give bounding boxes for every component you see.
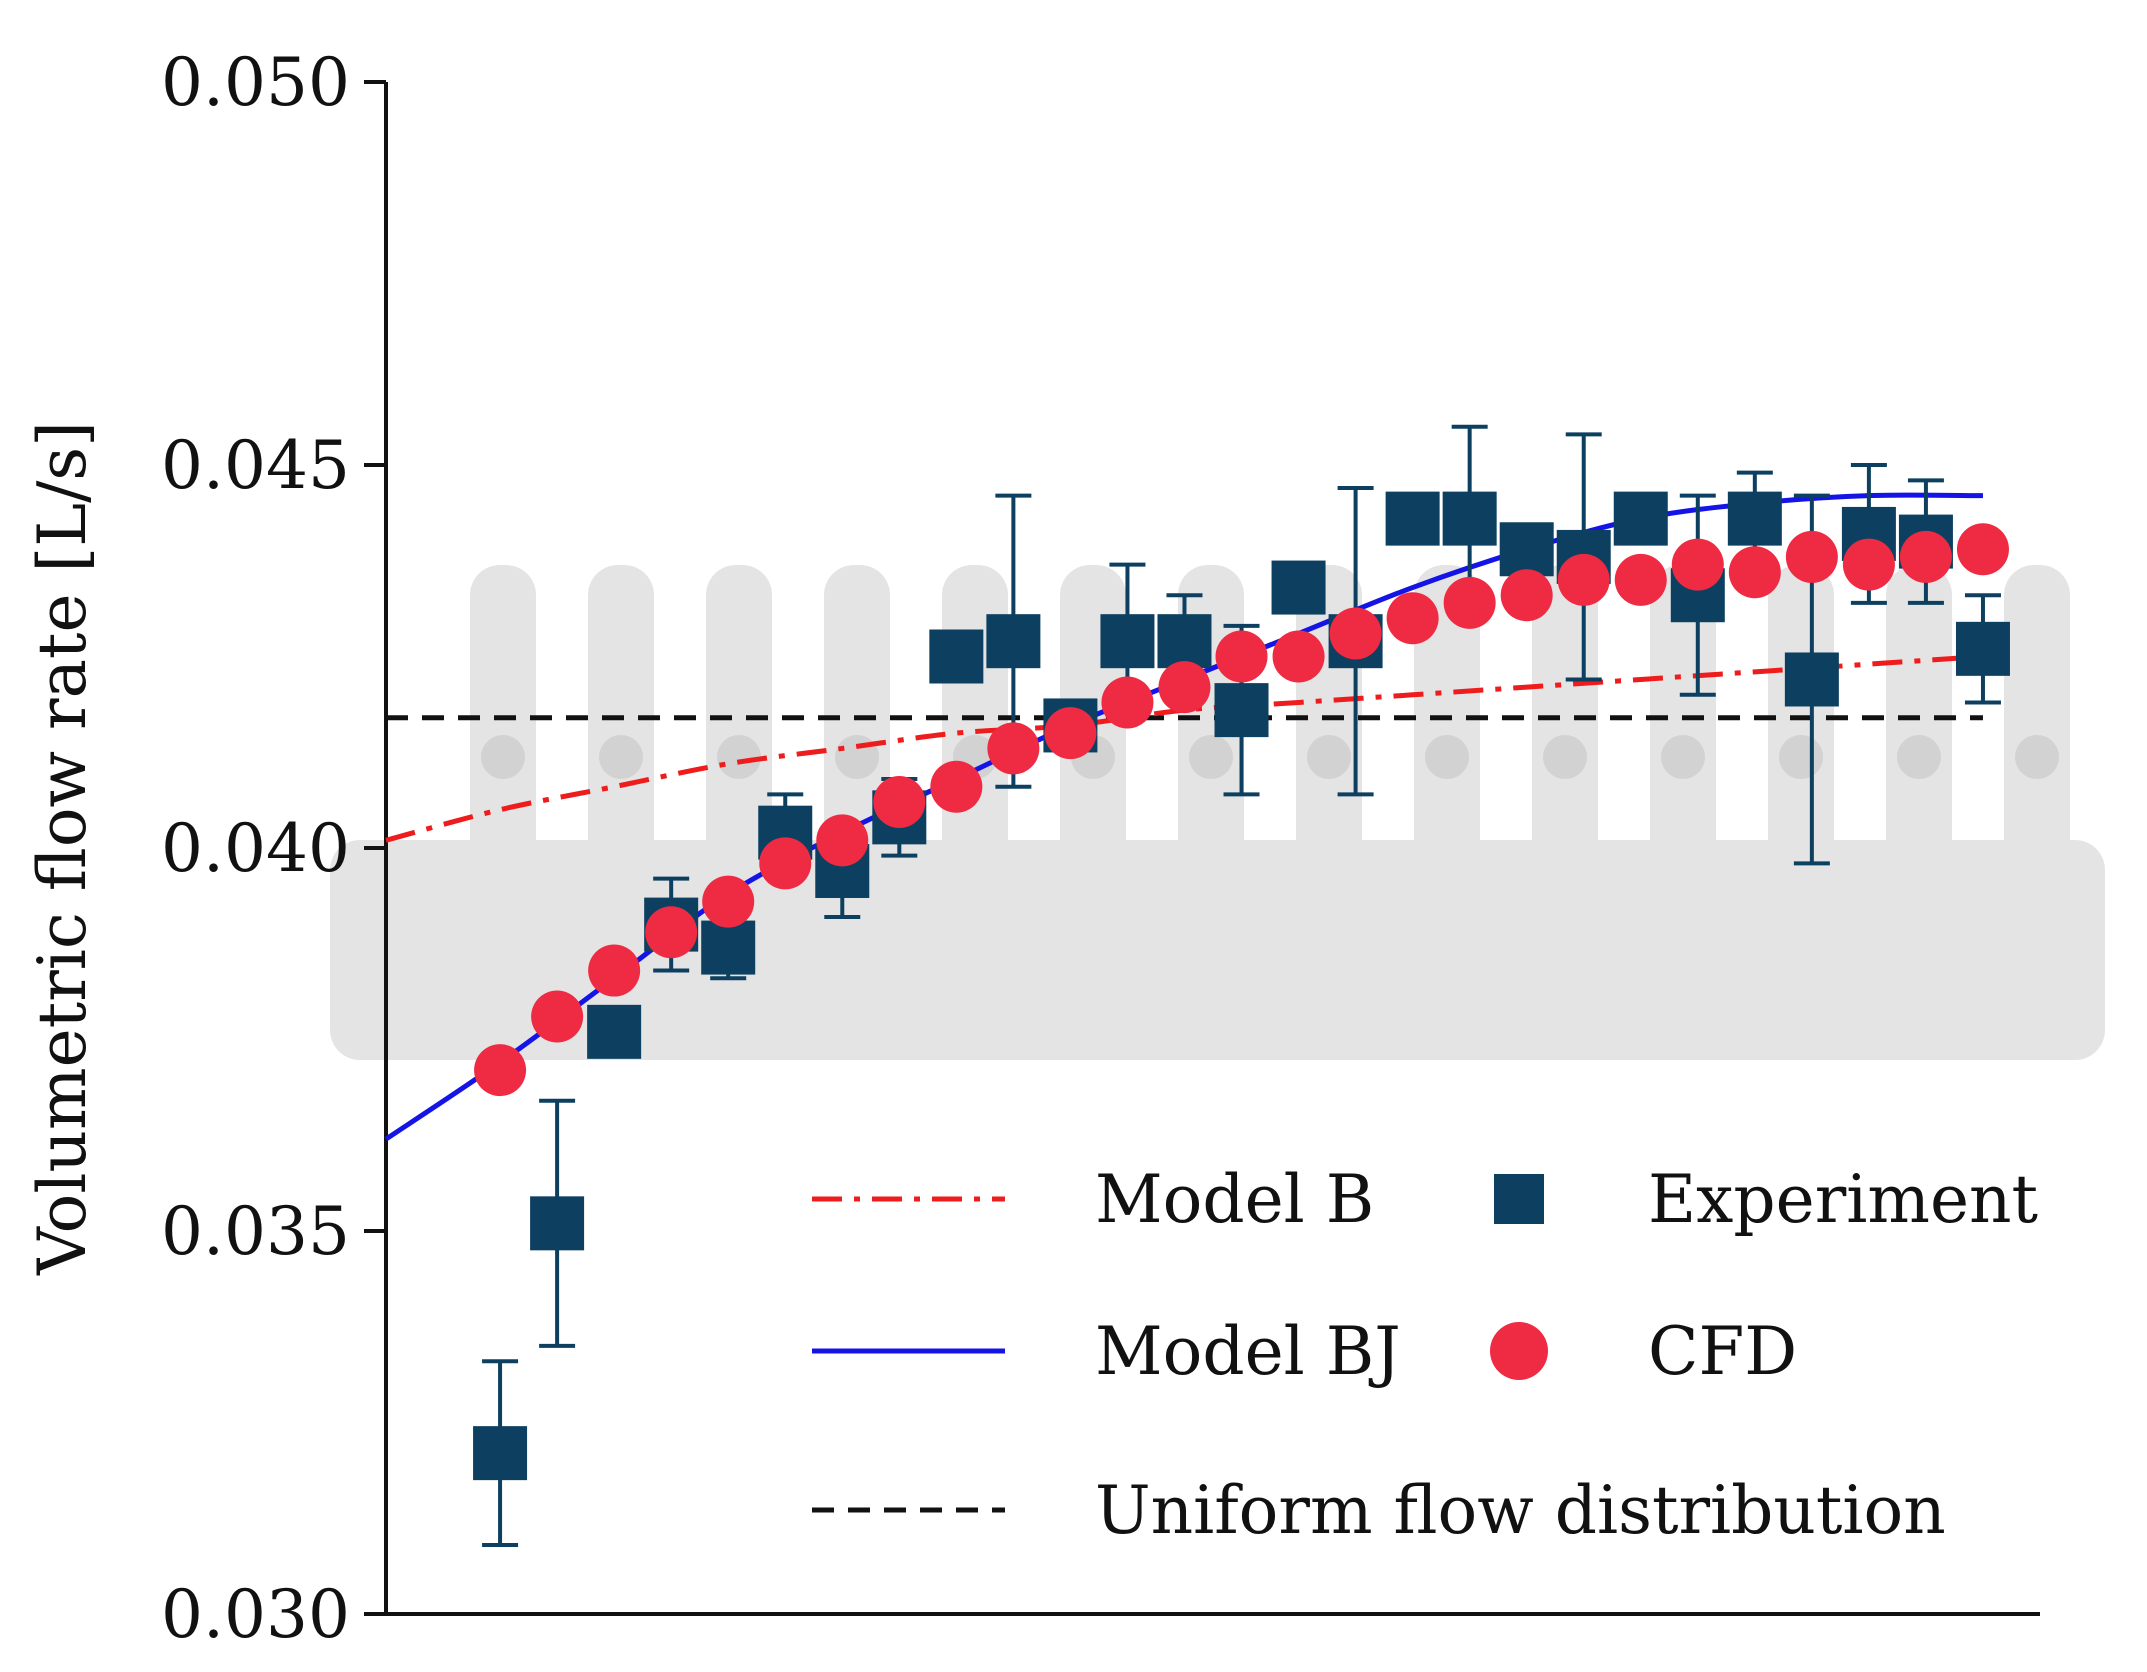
cfd-point <box>930 760 983 813</box>
y-tick-label: 0.045 <box>161 427 350 504</box>
manifold-channel <box>2004 565 2070 895</box>
series-model-b <box>385 654 1984 843</box>
cfd-point <box>1386 592 1439 645</box>
experiment-point <box>1955 621 2010 676</box>
manifold-channel <box>1768 565 1834 895</box>
manifold-channel <box>1532 565 1598 895</box>
experiment-point <box>929 629 984 684</box>
manifold-hole <box>717 735 761 779</box>
y-tick-label: 0.030 <box>161 1576 350 1653</box>
cfd-point <box>1614 553 1667 606</box>
cfd-point <box>1557 553 1610 606</box>
experiment-point <box>1214 683 1269 738</box>
cfd-point <box>702 875 755 928</box>
experiment-point <box>1385 491 1440 546</box>
cfd-point <box>1215 630 1268 683</box>
cfd-point <box>1956 523 2009 576</box>
manifold-hole <box>1779 735 1823 779</box>
experiment-point <box>1442 491 1497 546</box>
y-tick-label: 0.035 <box>161 1193 350 1270</box>
cfd-point <box>1329 607 1382 660</box>
experiment-point <box>1727 491 1782 546</box>
cfd-point <box>1899 530 1952 583</box>
manifold-channel <box>588 565 654 895</box>
y-axis-title: Volumetric flow rate [L/s] <box>24 421 101 1276</box>
experiment-point <box>1271 560 1326 615</box>
legend-cfd-label: CFD <box>1648 1313 1797 1390</box>
experiment-point <box>986 614 1041 669</box>
manifold-header <box>330 840 2105 1060</box>
cfd-point <box>987 722 1040 775</box>
cfd-point <box>1158 661 1211 714</box>
manifold-channel <box>1414 565 1480 895</box>
cfd-point <box>1500 569 1553 622</box>
experiment-point <box>1499 522 1554 577</box>
cfd-point <box>474 1044 527 1097</box>
manifold-hole <box>1425 735 1469 779</box>
manifold-hole <box>1897 735 1941 779</box>
y-tick-label: 0.050 <box>161 44 350 121</box>
cfd-point <box>816 814 869 867</box>
cfd-point <box>1671 538 1724 591</box>
cfd-point <box>1842 538 1895 591</box>
legend-uniform-label: Uniform flow distribution <box>1095 1472 1946 1549</box>
experiment-point <box>530 1196 585 1251</box>
cfd-point <box>759 837 812 890</box>
manifold-hole <box>1307 735 1351 779</box>
manifold-channel <box>706 565 772 895</box>
experiment-point <box>1613 491 1668 546</box>
legend: Model B Model BJ Uniform flow distributi… <box>812 1161 2038 1549</box>
experiment-point <box>1100 614 1155 669</box>
cfd-point <box>588 944 641 997</box>
experiment-point <box>1784 652 1839 707</box>
legend-model-bj-label: Model BJ <box>1095 1313 1401 1390</box>
series-cfd <box>474 523 2009 1097</box>
cfd-point <box>645 906 698 959</box>
legend-experiment-marker <box>1494 1174 1544 1224</box>
manifold-hole <box>1189 735 1233 779</box>
manifold-hole <box>599 735 643 779</box>
y-tick-label: 0.040 <box>161 810 350 887</box>
cfd-point <box>1044 707 1097 760</box>
experiment-point <box>701 920 756 975</box>
cfd-point <box>531 990 584 1043</box>
experiment-point <box>473 1426 528 1481</box>
cfd-point <box>1785 530 1838 583</box>
manifold-hole <box>481 735 525 779</box>
manifold-channel <box>1886 565 1952 895</box>
y-ticks: 0.030 0.035 0.040 0.045 0.050 <box>161 44 386 1653</box>
cfd-point <box>1443 576 1496 629</box>
experiment-point <box>1157 614 1212 669</box>
manifold-hole <box>1661 735 1705 779</box>
legend-model-b-label: Model B <box>1095 1161 1374 1238</box>
cfd-point <box>1272 630 1325 683</box>
manifold-hole <box>2015 735 2059 779</box>
model-b-line <box>385 654 1984 843</box>
experiment-point <box>587 1004 642 1059</box>
manifold-hole <box>1543 735 1587 779</box>
manifold-hole <box>835 735 879 779</box>
legend-cfd-marker <box>1490 1322 1548 1380</box>
cfd-point <box>1101 676 1154 729</box>
manifold-channel <box>470 565 536 895</box>
cfd-point <box>1728 546 1781 599</box>
cfd-point <box>873 776 926 829</box>
legend-experiment-label: Experiment <box>1648 1161 2038 1238</box>
manifold-illustration <box>330 565 2105 1060</box>
